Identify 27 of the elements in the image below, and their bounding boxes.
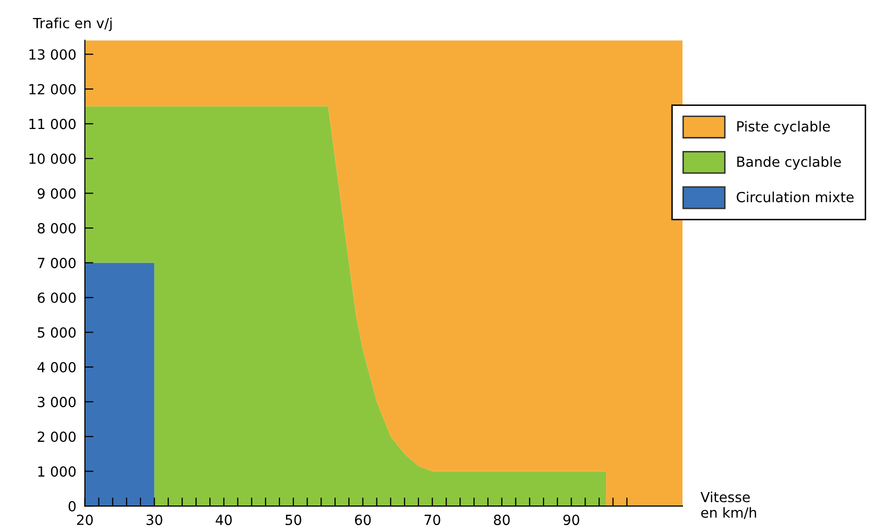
x-tick-label: 40 — [216, 514, 232, 526]
legend-label: Circulation mixte — [736, 192, 854, 202]
y-tick-label: 11 000 — [29, 118, 76, 130]
x-axis-title: Vitesse en km/h — [700, 492, 756, 519]
y-tick-label: 12 000 — [29, 84, 76, 94]
y-tick-label: 5 000 — [38, 327, 76, 338]
y-tick-label: 8 000 — [38, 222, 76, 234]
legend-label: Bande cyclable — [737, 156, 841, 170]
y-tick-label: 1 000 — [38, 466, 76, 477]
x-tick-label: 80 — [494, 514, 510, 526]
y-tick-label: 9 000 — [38, 188, 76, 199]
x-tick-label: 50 — [286, 514, 302, 526]
x-tick-label: 30 — [146, 514, 162, 526]
x-tick-label: 70 — [424, 514, 440, 526]
y-tick-label: 10 000 — [29, 153, 76, 164]
x-tick-label: 60 — [354, 514, 371, 526]
x-tick-label: 90 — [563, 514, 580, 526]
x-tick-label: 20 — [77, 514, 93, 526]
y-tick-label: 6 000 — [38, 292, 76, 303]
y-tick-label: 2 000 — [38, 432, 76, 442]
y-axis-title: Trafic en v/j — [32, 18, 112, 32]
y-tick-label: 13 000 — [29, 49, 76, 60]
y-tick-label: 4 000 — [37, 362, 76, 373]
y-tick-label: 0 — [68, 501, 76, 512]
y-tick-label: 3 000 — [38, 396, 76, 408]
series-label: Piste cyclable — [737, 120, 830, 134]
y-tick-label: 7 000 — [38, 258, 76, 268]
